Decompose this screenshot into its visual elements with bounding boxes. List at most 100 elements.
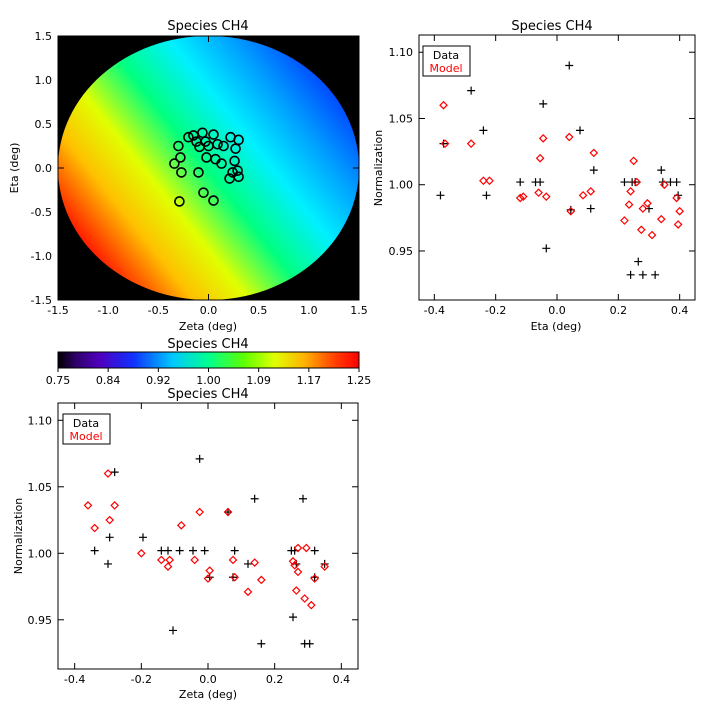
y-tick-label: 0.95 — [389, 245, 414, 258]
zeta-legend-model: Model — [69, 430, 102, 443]
model-point — [310, 574, 320, 583]
model-point — [301, 543, 311, 553]
model-point — [656, 214, 666, 224]
pointing-marker — [229, 155, 240, 167]
x-tick-label: 0.4 — [333, 673, 351, 686]
x-tick-label: -0.5 — [148, 304, 169, 317]
model-point — [626, 187, 635, 196]
data-point — [651, 270, 660, 279]
zeta-scatter-ylabel: Normalization — [12, 498, 25, 574]
model-point — [541, 192, 551, 201]
model-point — [300, 594, 310, 603]
model-point — [320, 562, 330, 571]
eta-scatter-marks — [436, 61, 685, 279]
data-point — [90, 546, 99, 555]
colorbar-tick-label: 1.17 — [297, 374, 322, 387]
data-point — [157, 546, 166, 555]
y-tick-label: 1.00 — [28, 547, 53, 560]
x-tick-label: -0.4 — [64, 673, 85, 686]
pointing-marker — [193, 167, 204, 178]
model-point — [629, 156, 639, 166]
x-tick-label: 0.4 — [671, 304, 689, 317]
pointing-marker — [224, 173, 235, 184]
eta-scatter-title: Species CH4 — [511, 19, 592, 34]
model-point — [110, 501, 120, 510]
y-tick-label: 1.05 — [389, 112, 414, 125]
data-point — [310, 546, 319, 555]
x-tick-label: 1.0 — [300, 304, 318, 317]
model-point — [624, 200, 634, 209]
model-point — [659, 180, 669, 190]
pointing-marker — [232, 165, 243, 176]
y-tick-label: 0.95 — [28, 614, 53, 627]
model-point — [293, 543, 303, 553]
model-point — [672, 193, 681, 203]
model-point — [566, 206, 576, 216]
data-point — [589, 166, 598, 175]
data-point — [576, 126, 584, 135]
model-point — [223, 507, 233, 517]
model-point — [103, 469, 113, 478]
model-point — [176, 521, 186, 530]
data-point — [672, 178, 681, 187]
model-point — [83, 501, 93, 510]
colorbar-gradient — [57, 351, 360, 369]
data-point — [539, 99, 548, 108]
data-point — [626, 270, 635, 279]
model-point — [589, 148, 599, 158]
model-point — [165, 555, 175, 565]
colorbar-panel: Species CH4 0.75 0.84 0.92 1.00 1.09 1.17 1.25 — [46, 337, 372, 387]
model-point — [518, 192, 528, 201]
data-point — [250, 494, 259, 503]
data-point — [139, 533, 147, 542]
pointing-marker — [176, 167, 187, 178]
model-point — [203, 574, 213, 583]
model-point — [190, 555, 200, 565]
zeta-legend-data: Data — [73, 417, 99, 430]
data-point — [189, 546, 197, 555]
eta-scatter-xlabel: Eta (deg) — [531, 320, 582, 333]
x-tick-label: 0.0 — [199, 673, 217, 686]
data-point — [620, 178, 629, 187]
model-point — [228, 555, 238, 565]
data-point — [104, 559, 112, 568]
data-point — [467, 86, 476, 95]
model-point — [638, 204, 648, 213]
zeta-scatter-legend — [62, 413, 111, 445]
pointing-marker — [183, 131, 194, 143]
data-point — [586, 204, 595, 213]
pointing-marker — [174, 196, 185, 207]
model-point — [290, 560, 300, 570]
model-point — [643, 198, 652, 208]
model-point — [156, 555, 166, 565]
model-point — [538, 134, 548, 143]
model-point — [564, 132, 574, 142]
data-point — [436, 191, 445, 200]
field-map-xlabel: Zeta (deg) — [179, 320, 237, 333]
model-point — [636, 225, 646, 235]
model-point — [288, 556, 298, 566]
data-point — [634, 257, 643, 266]
model-point — [163, 562, 173, 571]
data-point — [230, 546, 239, 555]
zeta-scatter-title: Species CH4 — [167, 387, 248, 402]
x-tick-label: -0.4 — [424, 304, 445, 317]
y-tick-label: -1.5 — [31, 294, 52, 307]
colorbar-tick-label: 1.25 — [347, 374, 372, 387]
model-point — [578, 190, 588, 200]
model-point — [195, 507, 205, 517]
colorbar-tick-label: 1.09 — [246, 374, 271, 387]
y-tick-label: 0.0 — [35, 162, 53, 175]
zeta-scatter-panel: Species CH4 -0.4 -0.2 0.0 0.2 0.4 0.95 1.00 1.0… — [12, 387, 359, 701]
model-point — [620, 216, 629, 225]
model-point — [293, 567, 303, 577]
field-map-disc — [58, 36, 359, 300]
eta-scatter-legend — [422, 45, 471, 77]
x-tick-label: 0.2 — [266, 673, 284, 686]
x-tick-label: 0.0 — [200, 304, 218, 317]
data-point — [175, 546, 184, 555]
data-point — [305, 639, 314, 648]
eta-legend-model: Model — [429, 62, 462, 75]
pointing-marker — [173, 140, 184, 152]
